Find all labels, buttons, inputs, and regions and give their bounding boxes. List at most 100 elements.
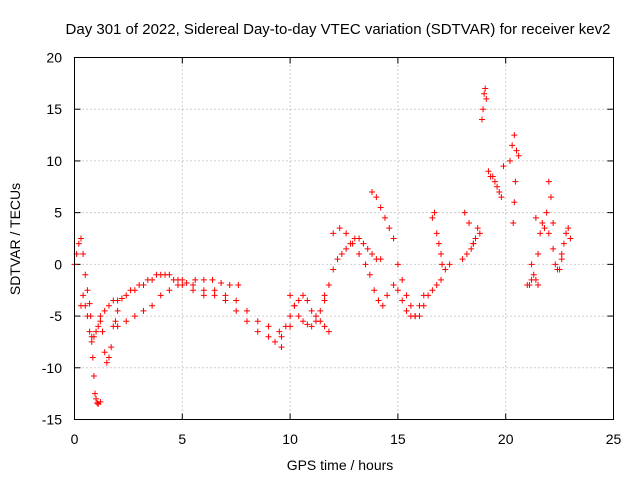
data-point [233,297,240,304]
data-point [481,90,488,97]
data-point [183,279,190,286]
data-point [478,116,485,123]
data-point [537,230,544,237]
data-point [412,313,419,320]
data-point [101,349,108,356]
data-point [377,204,384,211]
data-point [101,307,108,314]
data-point [547,194,554,201]
data-point [509,142,516,149]
data-point [308,323,315,330]
data-point [489,173,496,180]
data-point [394,287,401,294]
data-point [84,313,91,320]
data-point [336,225,343,232]
data-point [312,313,319,320]
data-point [379,302,386,309]
data-point [211,292,218,299]
data-point [567,235,574,242]
data-point [97,318,104,325]
data-point [433,230,440,237]
data-point [166,271,173,278]
data-points [71,85,574,407]
data-point [364,245,371,252]
data-point [123,318,130,325]
data-point [550,245,557,252]
data-point [535,282,542,289]
data-point [88,338,95,345]
x-tick-label: 5 [178,431,186,447]
data-point [114,323,121,330]
data-point [112,318,119,325]
data-point [321,292,328,299]
data-point [377,256,384,263]
data-point [308,307,315,314]
y-tick-label: 10 [46,153,62,169]
data-point [200,292,207,299]
data-point [265,323,272,330]
x-tick-label: 25 [606,431,622,447]
data-point [371,287,378,294]
data-point [226,282,233,289]
data-point [494,183,501,190]
data-point [192,276,199,283]
data-point [282,323,289,330]
axis-ticks [74,57,614,420]
data-point [276,328,283,335]
data-point [491,178,498,185]
data-point [254,328,261,335]
data-point [431,209,438,216]
y-tick-label: 5 [54,205,62,221]
data-point [330,266,337,273]
data-point [218,279,225,286]
data-point [472,235,479,242]
data-point [550,219,557,226]
data-point [91,390,98,397]
data-point [403,292,410,299]
data-point [565,225,572,232]
data-point [86,328,93,335]
data-point [463,251,470,258]
data-point [99,328,106,335]
data-point [179,276,186,283]
data-point [140,282,147,289]
data-point [149,276,156,283]
data-point [77,235,84,242]
data-point [317,307,324,314]
y-axis-label: SDTVAR / TECUs [7,183,23,295]
data-point [140,307,147,314]
data-point [157,292,164,299]
data-point [312,318,319,325]
data-point [541,225,548,232]
data-point [459,256,466,263]
data-point [429,214,436,221]
data-point [530,271,537,278]
data-point [278,333,285,340]
data-point [321,297,328,304]
data-point [373,194,380,201]
data-point [131,287,138,294]
plot-frame [74,57,614,420]
data-point [507,157,514,164]
data-point [360,240,367,247]
data-point [535,251,542,258]
data-point [304,321,311,328]
data-point [287,313,294,320]
data-point [190,282,197,289]
data-point [362,261,369,268]
data-point [510,219,517,226]
data-point [439,261,446,268]
y-tick-label: 20 [46,50,62,66]
data-point [532,214,539,221]
data-point [446,261,453,268]
data-point [321,323,328,330]
data-point [556,266,563,273]
data-point [528,261,535,268]
data-point [149,302,156,309]
data-point [526,282,533,289]
data-point [243,318,250,325]
data-point [82,271,89,278]
data-point [80,292,87,299]
data-point [476,230,483,237]
data-point [90,373,97,380]
